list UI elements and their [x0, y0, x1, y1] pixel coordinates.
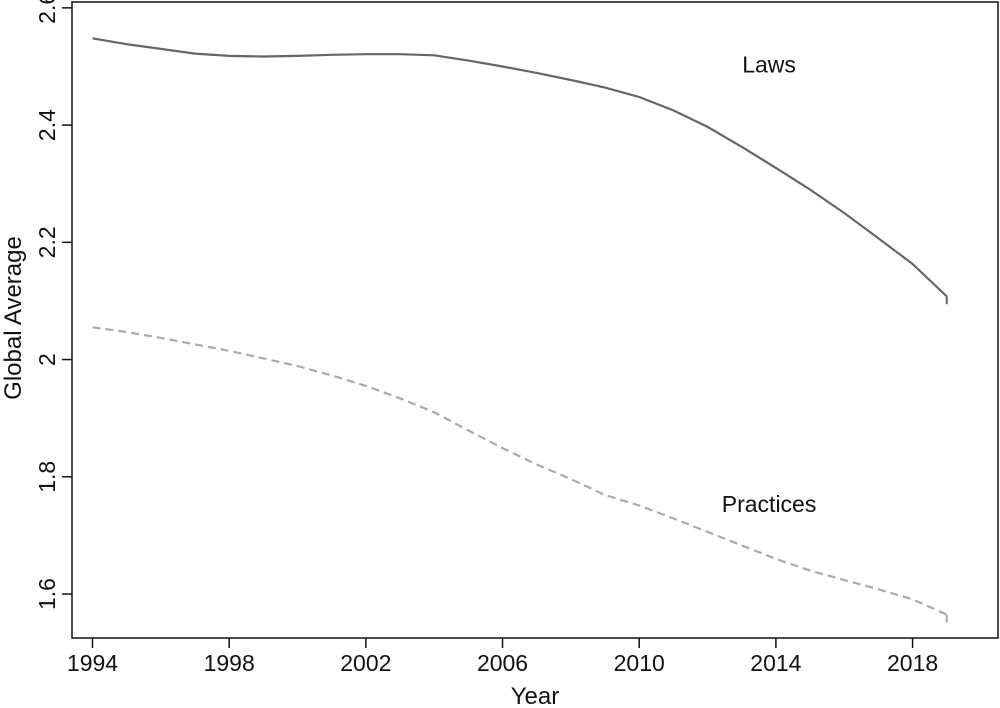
annotations: Laws Practices [722, 51, 817, 517]
y-tick-label: 2.2 [34, 226, 60, 258]
x-axis-title: Year [511, 683, 560, 708]
x-tick-label: 2006 [477, 650, 528, 676]
x-tick-label: 2014 [750, 650, 801, 676]
y-tick-label: 2.6 [34, 0, 60, 24]
series-line-practices [92, 326, 948, 616]
series-group [92, 37, 948, 623]
x-tick-label: 2018 [887, 650, 938, 676]
annotation-practices: Practices [722, 491, 817, 517]
y-tick-label: 2 [34, 353, 60, 366]
annotation-laws: Laws [742, 51, 796, 77]
x-tick-label: 2010 [614, 650, 665, 676]
y-tick-label: 1.8 [34, 461, 60, 493]
y-axis-title: Global Average [0, 236, 27, 400]
axes: 1994 1998 2002 2006 2010 2014 2018 1.6 1.8 2 2.2 2.… [34, 0, 999, 676]
y-tick-label: 1.6 [34, 578, 60, 610]
x-tick-label: 2002 [340, 650, 391, 676]
y-tick-label: 2.4 [34, 109, 60, 141]
series-line-laws [92, 37, 948, 298]
plot-frame [71, 1, 999, 639]
x-tick-label: 1994 [67, 650, 118, 676]
x-tick-label: 1998 [204, 650, 255, 676]
